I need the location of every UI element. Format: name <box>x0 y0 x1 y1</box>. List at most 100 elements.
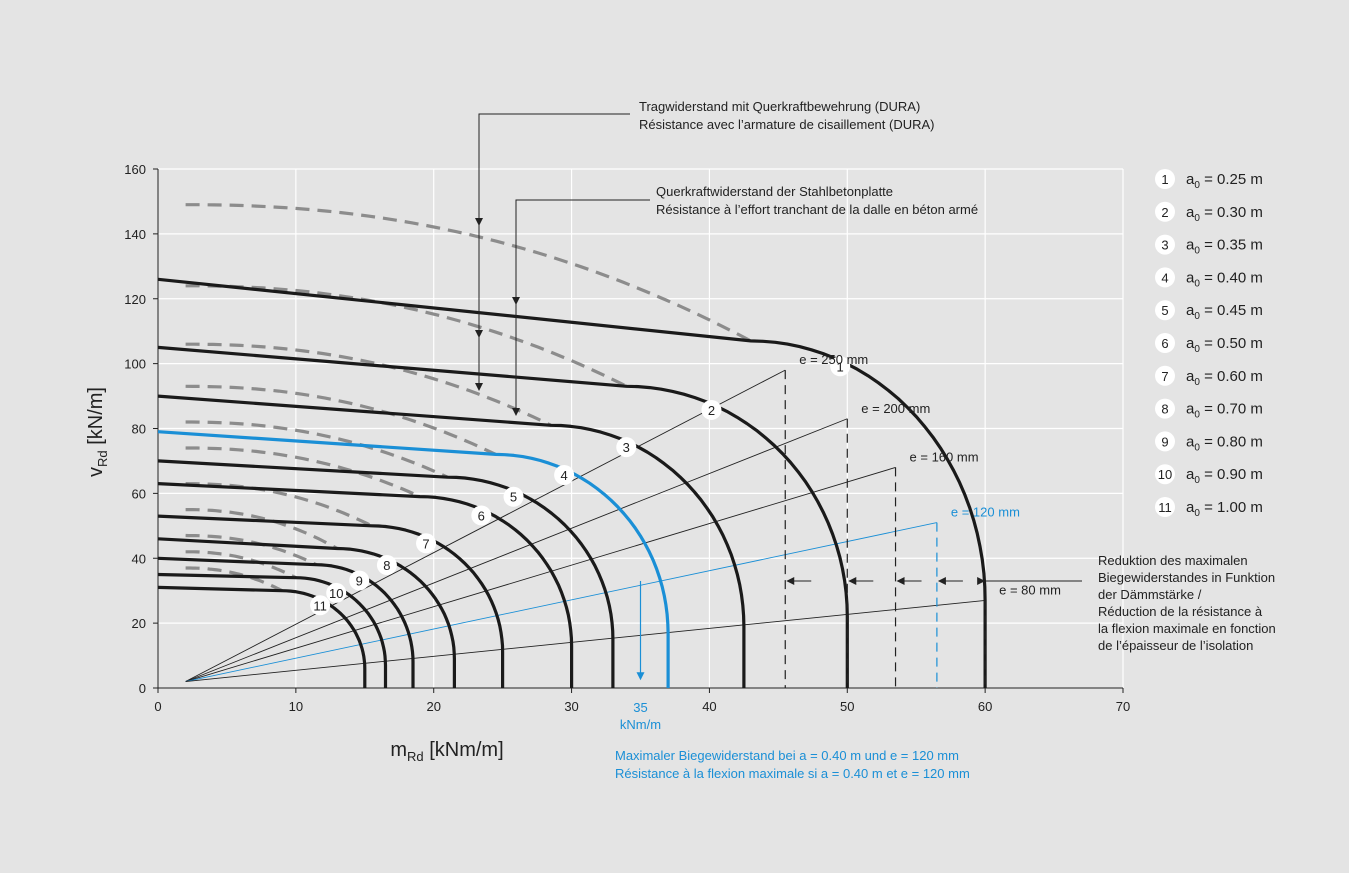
slab-arrowhead <box>512 297 520 305</box>
insulation-ray <box>185 418 848 682</box>
legend-entry: a0 = 0.70 m <box>1186 401 1263 421</box>
slab-arrowhead <box>512 408 520 416</box>
curve-label: 4 <box>561 468 568 483</box>
legend-entry: a0 = 0.50 m <box>1186 335 1263 355</box>
shear-limit-curve <box>185 533 318 567</box>
marker-35-value: 35 <box>633 700 647 715</box>
legend-number: 11 <box>1158 500 1172 515</box>
x-tick-label: 70 <box>1116 699 1130 714</box>
example-text-de: Maximaler Biegewiderstand bei a = 0.40 m… <box>615 748 959 763</box>
legend-marker <box>1155 464 1175 485</box>
curve-label-circle <box>471 505 492 526</box>
curve-label: 5 <box>510 490 517 505</box>
shear-limit-curve <box>185 342 552 427</box>
reduction-arrowhead <box>937 576 946 585</box>
insulation-ray <box>185 522 937 682</box>
resistance-curve-11 <box>157 585 367 688</box>
legend-entry: a0 = 0.60 m <box>1186 368 1263 388</box>
shear-limit-curves <box>185 203 752 593</box>
insulation-label: e = 120 mm <box>951 505 1020 520</box>
legend-entry: a0 = 0.90 m <box>1186 466 1263 486</box>
resistance-curve-1 <box>157 277 987 688</box>
insulation-label: e = 80 mm <box>999 582 1061 597</box>
legend-entry: a0 = 0.80 m <box>1186 433 1263 453</box>
curve-label: 3 <box>623 440 630 455</box>
insulation-label: e = 200 mm <box>861 401 930 416</box>
annotations: e = 250 mm e = 200 mm e = 160 mm e = 120 mm… <box>475 99 1276 781</box>
x-axis-title: mRd [kNm/m] <box>390 739 503 764</box>
legend-entry: a0 = 0.40 m <box>1186 269 1263 289</box>
reduction-text: Reduktion des maximalen <box>1098 553 1248 568</box>
reduction-text: Biegewiderstandes in Funktion <box>1098 570 1275 585</box>
reduction-text: der Dämmstärke / <box>1098 587 1202 602</box>
curve-label: 8 <box>383 558 390 573</box>
legend-marker <box>1155 431 1175 452</box>
shear-limit-curve <box>185 566 283 593</box>
legend-marker <box>1155 398 1175 419</box>
legend: 1 a0 = 0.25 m 2 a0 = 0.30 m 3 a0 = 0.35 m 4 a0 … <box>1155 169 1263 519</box>
reduction-arrowhead-main <box>977 576 986 585</box>
legend-marker <box>1155 169 1175 189</box>
slab-leader <box>515 199 650 415</box>
shear-limit-curve <box>185 508 338 550</box>
legend-number: 10 <box>1158 467 1172 482</box>
resistance-curve-9 <box>157 556 415 688</box>
legend-marker <box>1155 365 1175 386</box>
curve-label-circle <box>701 399 722 420</box>
legend-entry: a0 = 0.45 m <box>1186 302 1263 322</box>
y-tick-label: 20 <box>132 616 146 631</box>
legend-marker <box>1155 267 1175 288</box>
resistance-curve-2 <box>157 345 849 688</box>
insulation-rays <box>185 369 986 682</box>
legend-marker <box>1155 497 1175 517</box>
reduction-text: la flexion maximale en fonction <box>1098 621 1276 636</box>
legend-marker <box>1155 300 1175 321</box>
y-tick-label: 100 <box>124 357 146 372</box>
x-tick-label: 20 <box>426 699 440 714</box>
resistance-curve-10 <box>157 572 388 688</box>
legend-marker <box>1155 333 1175 353</box>
x-tick-label: 40 <box>702 699 716 714</box>
y-tick-label: 160 <box>124 162 146 177</box>
shear-limit-curve <box>185 284 628 388</box>
legend-entry: a0 = 0.25 m <box>1186 171 1263 191</box>
resistance-curve-6 <box>157 482 574 688</box>
dura-label-de: Tragwiderstand mit Querkraftbewehrung (D… <box>639 99 920 114</box>
x-tick-label: 50 <box>840 699 854 714</box>
insulation-label: e = 250 mm <box>799 352 868 367</box>
shear-limit-curve <box>185 203 752 343</box>
reduction-arrowhead <box>848 576 857 585</box>
resistance-curve-3 <box>157 394 746 688</box>
curve-label: 11 <box>313 598 327 613</box>
y-tick-label: 80 <box>132 422 146 437</box>
curve-label-circle <box>503 486 524 507</box>
x-tick-label: 60 <box>978 699 992 714</box>
insulation-ray <box>185 599 986 682</box>
y-tick-label: 0 <box>139 681 146 696</box>
resistance-curve-5 <box>157 459 615 688</box>
curve-label: 6 <box>478 508 485 523</box>
shear-limit-curve <box>185 420 449 479</box>
shear-limit-curve <box>185 446 421 499</box>
gridlines <box>158 168 1124 688</box>
y-tick-label: 60 <box>132 486 146 501</box>
insulation-label: e = 160 mm <box>910 449 979 464</box>
shear-limit-curve <box>185 550 297 580</box>
marker-35-arrowhead <box>636 672 645 681</box>
shear-limit-curve <box>185 384 497 456</box>
legend-number: 7 <box>1161 369 1168 384</box>
resistance-curves <box>157 277 987 688</box>
curve-label-circle <box>830 356 851 377</box>
legend-marker <box>1155 201 1175 222</box>
example-text-fr: Résistance à la flexion maximale si a = … <box>615 766 970 781</box>
axis-titles: mRd [kNm/m] vRd [kN/m] <box>85 387 504 764</box>
reduction-arrowhead <box>786 576 795 585</box>
x-tick-label: 10 <box>289 699 303 714</box>
legend-entry: a0 = 1.00 m <box>1186 499 1263 519</box>
curve-label-circle <box>310 595 331 616</box>
axes: 0 10 20 30 40 50 60 70 0 20 40 60 80 100 120 140 160 <box>124 162 1130 714</box>
curve-label-circle <box>416 533 437 554</box>
dura-leader <box>478 113 630 330</box>
